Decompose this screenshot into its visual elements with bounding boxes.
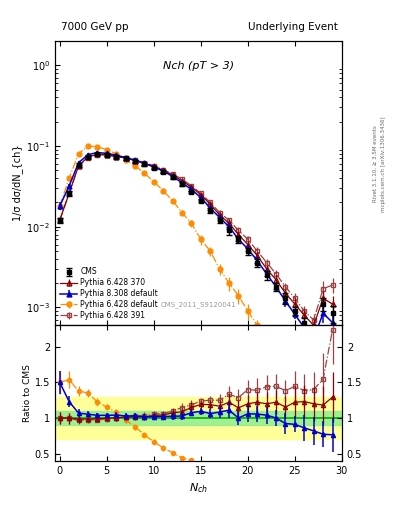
Legend: CMS, Pythia 6.428 370, Pythia 8.308 default, Pythia 6.428 default, Pythia 6.428 : CMS, Pythia 6.428 370, Pythia 8.308 defa…	[59, 266, 160, 322]
Text: CMS_2011_S9120041: CMS_2011_S9120041	[161, 302, 236, 308]
Bar	[55, 411, 342, 425]
Y-axis label: Ratio to CMS: Ratio to CMS	[23, 364, 32, 422]
Text: mcplots.cern.ch [arXiv:1306.3436]: mcplots.cern.ch [arXiv:1306.3436]	[381, 116, 386, 211]
X-axis label: $N_{ch}$: $N_{ch}$	[189, 481, 208, 495]
Text: Rivet 3.1.10, ≥ 3.5M events: Rivet 3.1.10, ≥ 3.5M events	[373, 125, 378, 202]
Bar	[55, 397, 342, 439]
Text: Underlying Event: Underlying Event	[248, 22, 338, 32]
Text: 7000 GeV pp: 7000 GeV pp	[61, 22, 129, 32]
Text: Nch (pT > 3): Nch (pT > 3)	[163, 61, 234, 71]
Y-axis label: 1/σ dσ/dN_{ch}: 1/σ dσ/dN_{ch}	[13, 145, 24, 222]
